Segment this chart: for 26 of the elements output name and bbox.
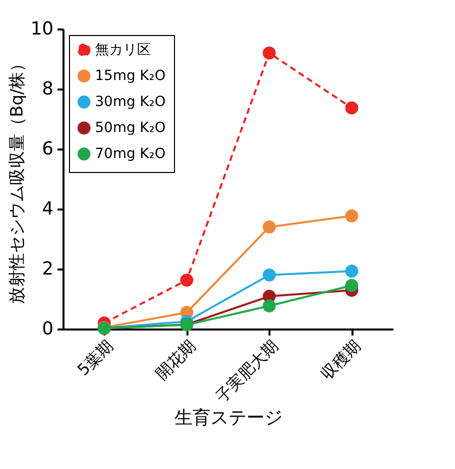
y-axis-title: 放射性セシウム吸収量（Bq/株） <box>8 54 28 304</box>
y-tick-label: 0 <box>42 318 54 340</box>
legend-label: 50mg K₂O <box>95 120 166 136</box>
point <box>345 264 358 278</box>
y-tick-label: 6 <box>42 138 54 160</box>
point <box>262 299 276 312</box>
point <box>345 209 358 222</box>
y-tick-label: 2 <box>42 258 54 280</box>
point <box>345 278 358 292</box>
y-tick-label: 4 <box>42 198 54 220</box>
y-tick-label: 8 <box>42 78 54 100</box>
point <box>345 101 358 114</box>
x-axis-title: 生育ステージ <box>174 407 282 428</box>
x-tick-label: 開花期 <box>152 336 200 384</box>
legend-label: 70mg K₂O <box>95 146 166 162</box>
x-tick-label: 子実肥大期 <box>212 336 282 406</box>
x-tick-label: 5葉期 <box>74 336 117 380</box>
point <box>262 268 276 282</box>
point <box>180 274 194 287</box>
legend-label: 15mg K₂O <box>95 68 166 84</box>
y-tick-label: 10 <box>30 18 54 40</box>
legend-label: 無カリ区 <box>95 42 151 58</box>
x-tick-label: 収穫期 <box>316 336 364 384</box>
point <box>262 220 276 234</box>
point <box>262 46 276 60</box>
legend-label: 30mg K₂O <box>95 94 166 110</box>
